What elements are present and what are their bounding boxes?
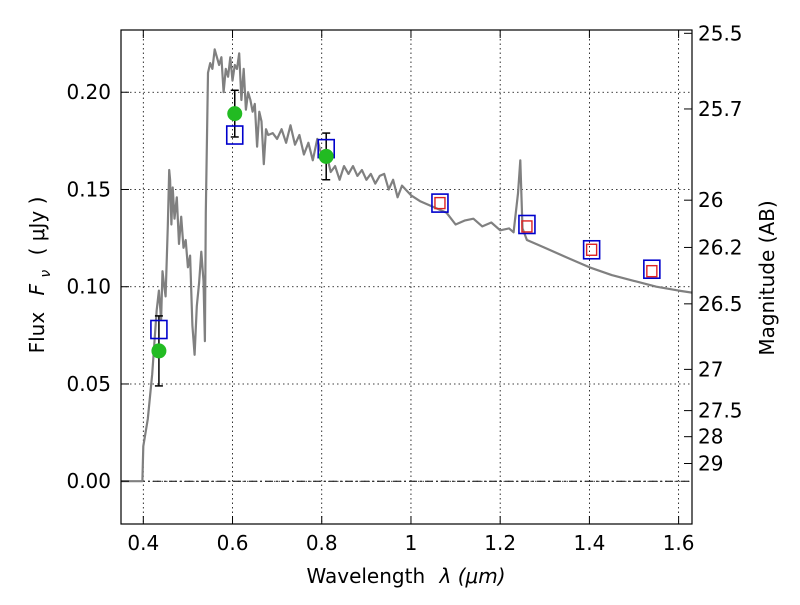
y-tick-label: 0.00 [66, 469, 111, 493]
y2-tick-label: 25.7 [698, 97, 743, 121]
x-tick-label: 0.6 [217, 531, 249, 555]
y-tick-label: 0.20 [66, 80, 111, 104]
x-tick-label: 1.2 [484, 531, 516, 555]
y-axis-label-text: Flux [25, 312, 49, 354]
y2-tick-label: 26.2 [698, 235, 743, 259]
plot-area [121, 48, 692, 483]
synthetic-photometry-marker [518, 214, 536, 235]
secondary-photometry-marker [646, 264, 658, 278]
plot-frame [120, 29, 693, 525]
y-tick-label: 0.05 [66, 372, 111, 396]
secondary-photometry-marker [521, 220, 533, 233]
ticks: 0.4 0.6 0.8 1 1.2 1.4 1.6 0.00 0.05 0.10 0.15 0.20 2… [66, 21, 742, 555]
observed-photometry-point [318, 148, 334, 164]
synthetic-photometry-marker [150, 319, 168, 340]
x-tick-label: 1.4 [573, 531, 605, 555]
y-axis-label-subscript: ν [38, 270, 54, 278]
y-tick-label: 0.15 [66, 177, 111, 201]
y2-tick-label: 26 [698, 188, 723, 212]
x-axis-label-unit: λ (μm) [439, 564, 506, 588]
x-tick-label: 1 [405, 531, 418, 555]
secondary-photometry-marker [585, 243, 598, 256]
y2-tick-label: 26.5 [698, 292, 743, 316]
observed-photometry-point [227, 106, 243, 122]
synthetic-photometry-marker [431, 193, 449, 213]
x-tick-label: 1.6 [663, 531, 695, 555]
synthetic-photometry-marker [582, 239, 601, 260]
synthetic-photometry-marker [225, 125, 244, 145]
y2-tick-label: 27.5 [698, 399, 743, 423]
observed-photometry-point [151, 343, 167, 359]
x-tick-label: 0.8 [306, 531, 338, 555]
y-axis-label-symbol: F [25, 283, 49, 295]
model-spectrum-line [121, 48, 692, 483]
x-tick-label: 0.4 [127, 531, 159, 555]
x-axis-label: Wavelength λ (μm) [306, 564, 505, 588]
synthetic-photometry-marker [643, 259, 661, 280]
x-axis-label-text: Wavelength [306, 564, 425, 588]
y2-tick-label: 27 [698, 357, 723, 381]
secondary-photometry-marker [434, 196, 446, 210]
y-axis-label: Flux F ν ( μJy ) [25, 197, 55, 354]
y2-tick-label: 25.5 [698, 21, 743, 45]
y-tick-label: 0.10 [66, 275, 111, 299]
y2-axis-label: Magnitude (AB) [755, 200, 779, 355]
y2-tick-label: 28 [698, 425, 723, 449]
y2-tick-label: 29 [698, 452, 723, 476]
y-axis-label-unit: ( μJy ) [25, 197, 49, 256]
